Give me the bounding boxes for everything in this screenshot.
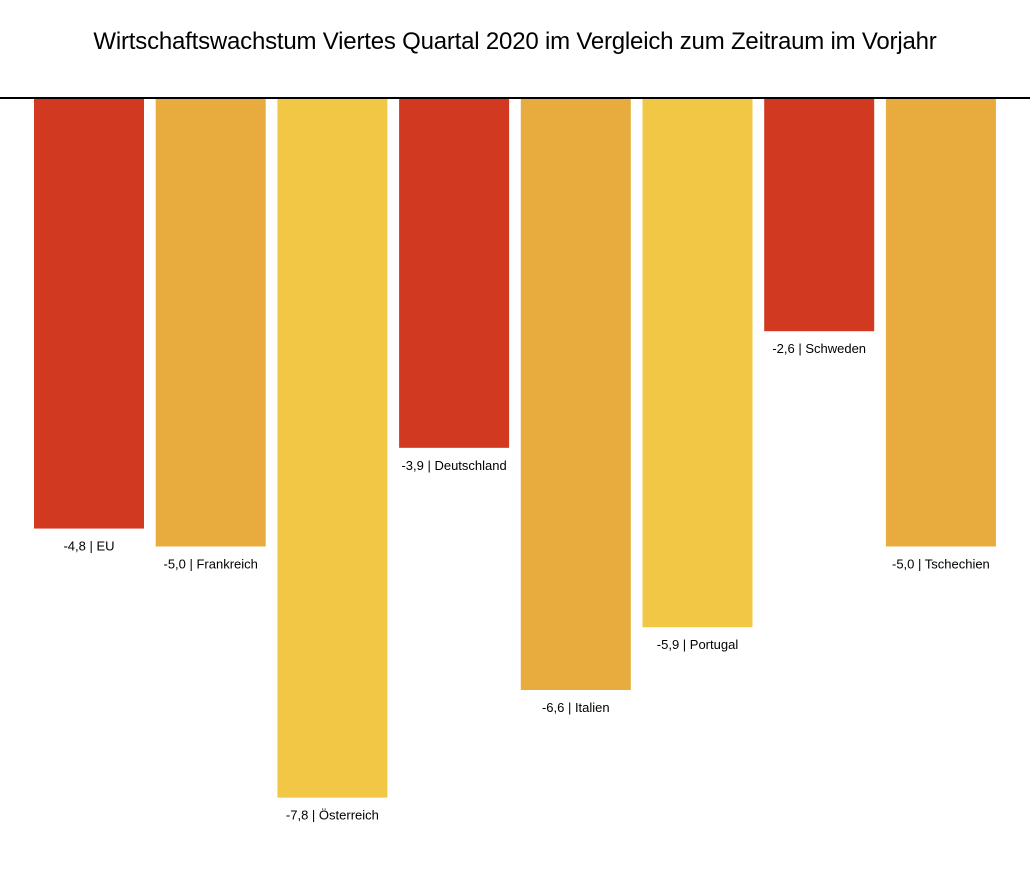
bar-eu: [34, 98, 144, 529]
data-label: -4,8 | EU: [63, 539, 114, 554]
data-label: -6,6 | Italien: [542, 700, 610, 715]
data-label: -7,8 | Österreich: [286, 808, 379, 823]
data-label: -2,6 | Schweden: [772, 341, 866, 356]
bar-frankreich: [155, 98, 266, 547]
bar-tschechien: [885, 98, 996, 547]
bar-deutschland: [399, 98, 510, 448]
data-label: -5,9 | Portugal: [657, 637, 739, 652]
bar-portugal: [642, 98, 753, 628]
data-label: -5,0 | Tschechien: [892, 557, 990, 572]
bar-österreich: [277, 98, 388, 798]
bar-schweden: [764, 98, 875, 332]
chart-title: Wirtschaftswachstum Viertes Quartal 2020…: [93, 28, 937, 55]
data-label: -3,9 | Deutschland: [401, 458, 506, 473]
data-label: -5,0 | Frankreich: [163, 557, 257, 572]
bar-italien: [520, 98, 631, 691]
